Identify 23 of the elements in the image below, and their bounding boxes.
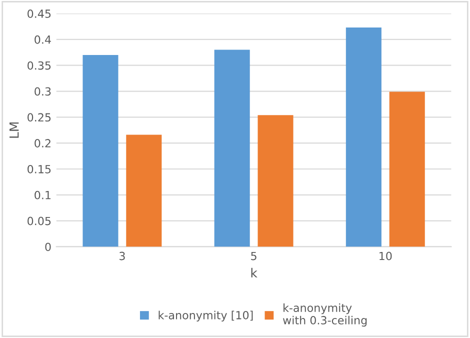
x-tick-label: 3 — [120, 252, 125, 260]
bar — [126, 134, 162, 247]
x-tick-label: 5 — [251, 252, 256, 260]
x-tick-label: 10 — [380, 252, 392, 260]
y-tick-label: 0.2 — [34, 139, 50, 148]
y-tick-label: 0.25 — [28, 113, 51, 122]
bar — [214, 50, 250, 247]
bar — [389, 92, 425, 247]
y-tick-label: 0.4 — [34, 35, 51, 44]
legend-label: k-anonymity [10] — [158, 310, 253, 322]
y-tick-label: 0.3 — [34, 87, 51, 96]
y-tick-label: 0 — [45, 242, 51, 252]
y-tick-label: 0.45 — [28, 9, 51, 18]
bar — [258, 115, 294, 247]
y-tick-label: 0.35 — [28, 61, 51, 70]
bar — [346, 28, 382, 247]
y-tick-label: 0.05 — [28, 216, 51, 226]
bar — [82, 54, 118, 247]
legend-label: k-anonymity with 0.3-ceiling — [283, 303, 367, 327]
y-axis-title: LM — [10, 122, 19, 138]
y-tick-label: 0.1 — [34, 190, 51, 200]
y-tick-label: 0.15 — [28, 164, 51, 174]
x-axis-title: k — [251, 268, 258, 278]
